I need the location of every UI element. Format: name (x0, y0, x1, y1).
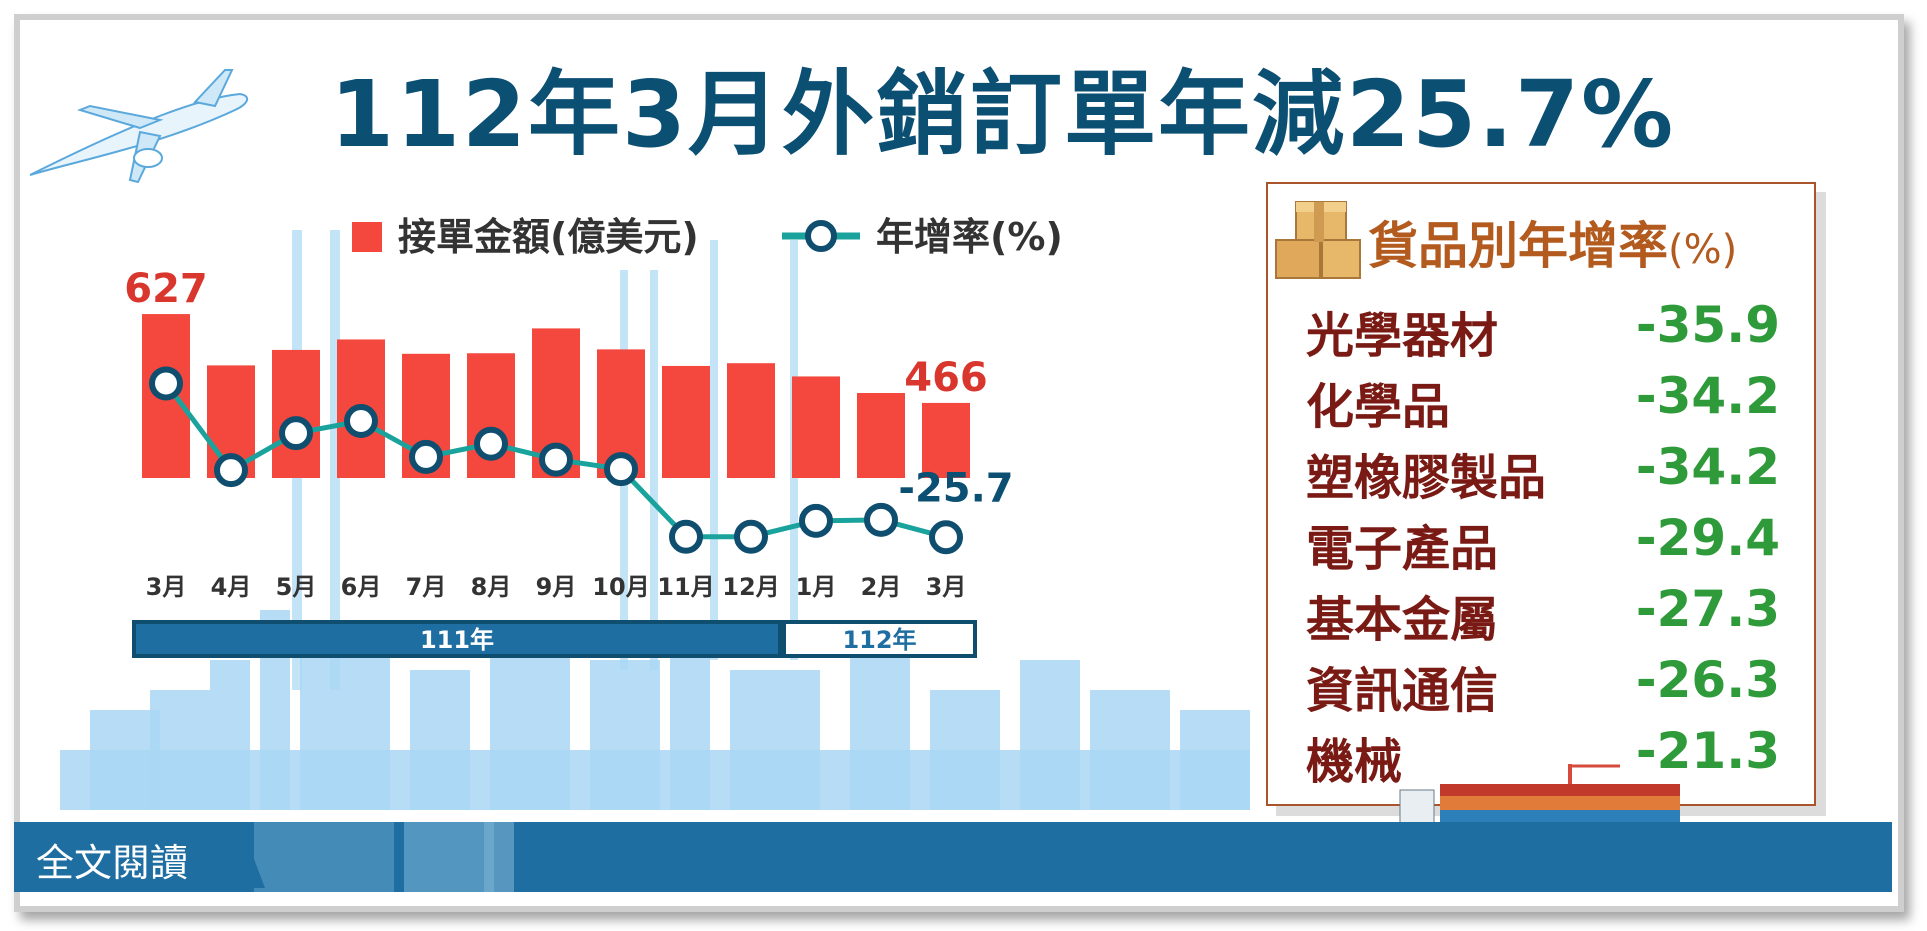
line-point (409, 439, 443, 474)
goods-growth-value: -34.2 (1635, 367, 1780, 425)
x-tick-label: 7月 (406, 573, 447, 601)
line-point (799, 503, 833, 538)
x-axis-ticks: 3月 4月 5月 6月 7月 8月 9月 10月 11月 12月 1月 2月 3月 (146, 573, 967, 601)
x-tick-label: 5月 (276, 573, 317, 601)
x-tick-label: 8月 (471, 573, 512, 601)
year-band-label: 111年 (420, 626, 494, 654)
line-series (149, 366, 963, 555)
bar-value-label: 466 (904, 355, 988, 401)
line-point (149, 366, 183, 401)
x-tick-label: 12月 (722, 573, 779, 601)
airplane-icon (29, 69, 249, 184)
goods-growth-value: -29.4 (1635, 509, 1780, 567)
line-point (604, 452, 638, 487)
bar (792, 376, 840, 478)
line-point (734, 519, 768, 554)
legend-bar-swatch (352, 222, 382, 252)
panel-title-text: 貨品別年增率 (1368, 217, 1668, 275)
panel-title-unit: (%) (1668, 227, 1738, 273)
bar (922, 402, 970, 478)
line-point (669, 519, 703, 554)
legend-line-label: 年增率(%) (876, 215, 1063, 259)
read-full-article-button[interactable]: 全文閱讀 (20, 822, 265, 888)
bar-value-label: 627 (124, 266, 208, 312)
goods-name: 塑橡膠製品 (1306, 450, 1547, 506)
line-point (474, 426, 508, 461)
goods-name: 基本金屬 (1306, 592, 1499, 648)
read-full-article-label: 全文閱讀 (36, 841, 189, 885)
export-orders-chart: 接單金額(億美元) 年增率(%) 627 466 -25.7 3月 4月 5月 6月 7月 8… (60, 215, 1250, 810)
line-point (344, 403, 378, 438)
goods-row: 光學器材 -35.9 (1268, 296, 1814, 364)
goods-name: 化學品 (1306, 379, 1451, 435)
bar (662, 365, 710, 478)
x-tick-label: 1月 (796, 573, 837, 601)
goods-growth-value: -26.3 (1635, 651, 1780, 709)
goods-growth-value: -34.2 (1635, 438, 1780, 496)
goods-row: 機械 -21.3 (1268, 722, 1814, 790)
year-band-segment (782, 620, 977, 658)
x-tick-label: 4月 (211, 573, 252, 601)
goods-row: 塑橡膠製品 -34.2 (1268, 438, 1814, 506)
goods-row: 化學品 -34.2 (1268, 367, 1814, 435)
year-band-label: 112年 (842, 626, 916, 654)
goods-row: 資訊通信 -26.3 (1268, 651, 1814, 719)
goods-row: 電子產品 -29.4 (1268, 509, 1814, 577)
x-tick-label: 10月 (592, 573, 649, 601)
line-point (279, 416, 313, 451)
data-labels: 627 466 -25.7 (124, 266, 1013, 511)
x-tick-label: 3月 (926, 573, 967, 601)
x-tick-label: 9月 (536, 573, 577, 601)
goods-name: 光學器材 (1306, 308, 1499, 364)
x-tick-label: 11月 (657, 573, 714, 601)
line-point (929, 520, 963, 555)
line-point (539, 442, 573, 477)
goods-name: 機械 (1306, 734, 1403, 790)
package-boxes-icon (1275, 201, 1361, 279)
year-band: 111年 112年 (132, 620, 977, 658)
goods-growth-panel: 貨品別年增率(%) 光學器材 -35.9 化學品 -34.2 塑橡膠製品 -34.2 電子產… (1266, 182, 1816, 806)
bar (272, 349, 320, 478)
chart-legend: 接單金額(億美元) 年增率(%) (352, 215, 1063, 259)
line-point (864, 502, 898, 537)
goods-growth-value: -35.9 (1635, 296, 1780, 354)
goods-name: 資訊通信 (1306, 663, 1499, 719)
x-tick-label: 2月 (861, 573, 902, 601)
x-tick-label: 3月 (146, 573, 187, 601)
legend-line-marker (805, 220, 837, 252)
goods-growth-value: -27.3 (1635, 580, 1780, 638)
goods-growth-value: -21.3 (1635, 722, 1780, 780)
panel-title: 貨品別年增率(%) (1368, 206, 1737, 278)
line-value-label: -25.7 (898, 465, 1013, 511)
legend-bar-label: 接單金額(億美元) (398, 215, 699, 259)
x-tick-label: 6月 (341, 573, 382, 601)
bar (727, 363, 775, 478)
line-point (214, 453, 248, 488)
bar (857, 392, 905, 478)
port-skyline-background (60, 230, 1250, 810)
goods-row: 基本金屬 -27.3 (1268, 580, 1814, 648)
year-band-segment (132, 620, 782, 658)
goods-name: 電子產品 (1306, 521, 1499, 577)
sea-band (14, 822, 1892, 892)
page-title: 112年3月外銷訂單年減25.7% (330, 61, 1676, 168)
